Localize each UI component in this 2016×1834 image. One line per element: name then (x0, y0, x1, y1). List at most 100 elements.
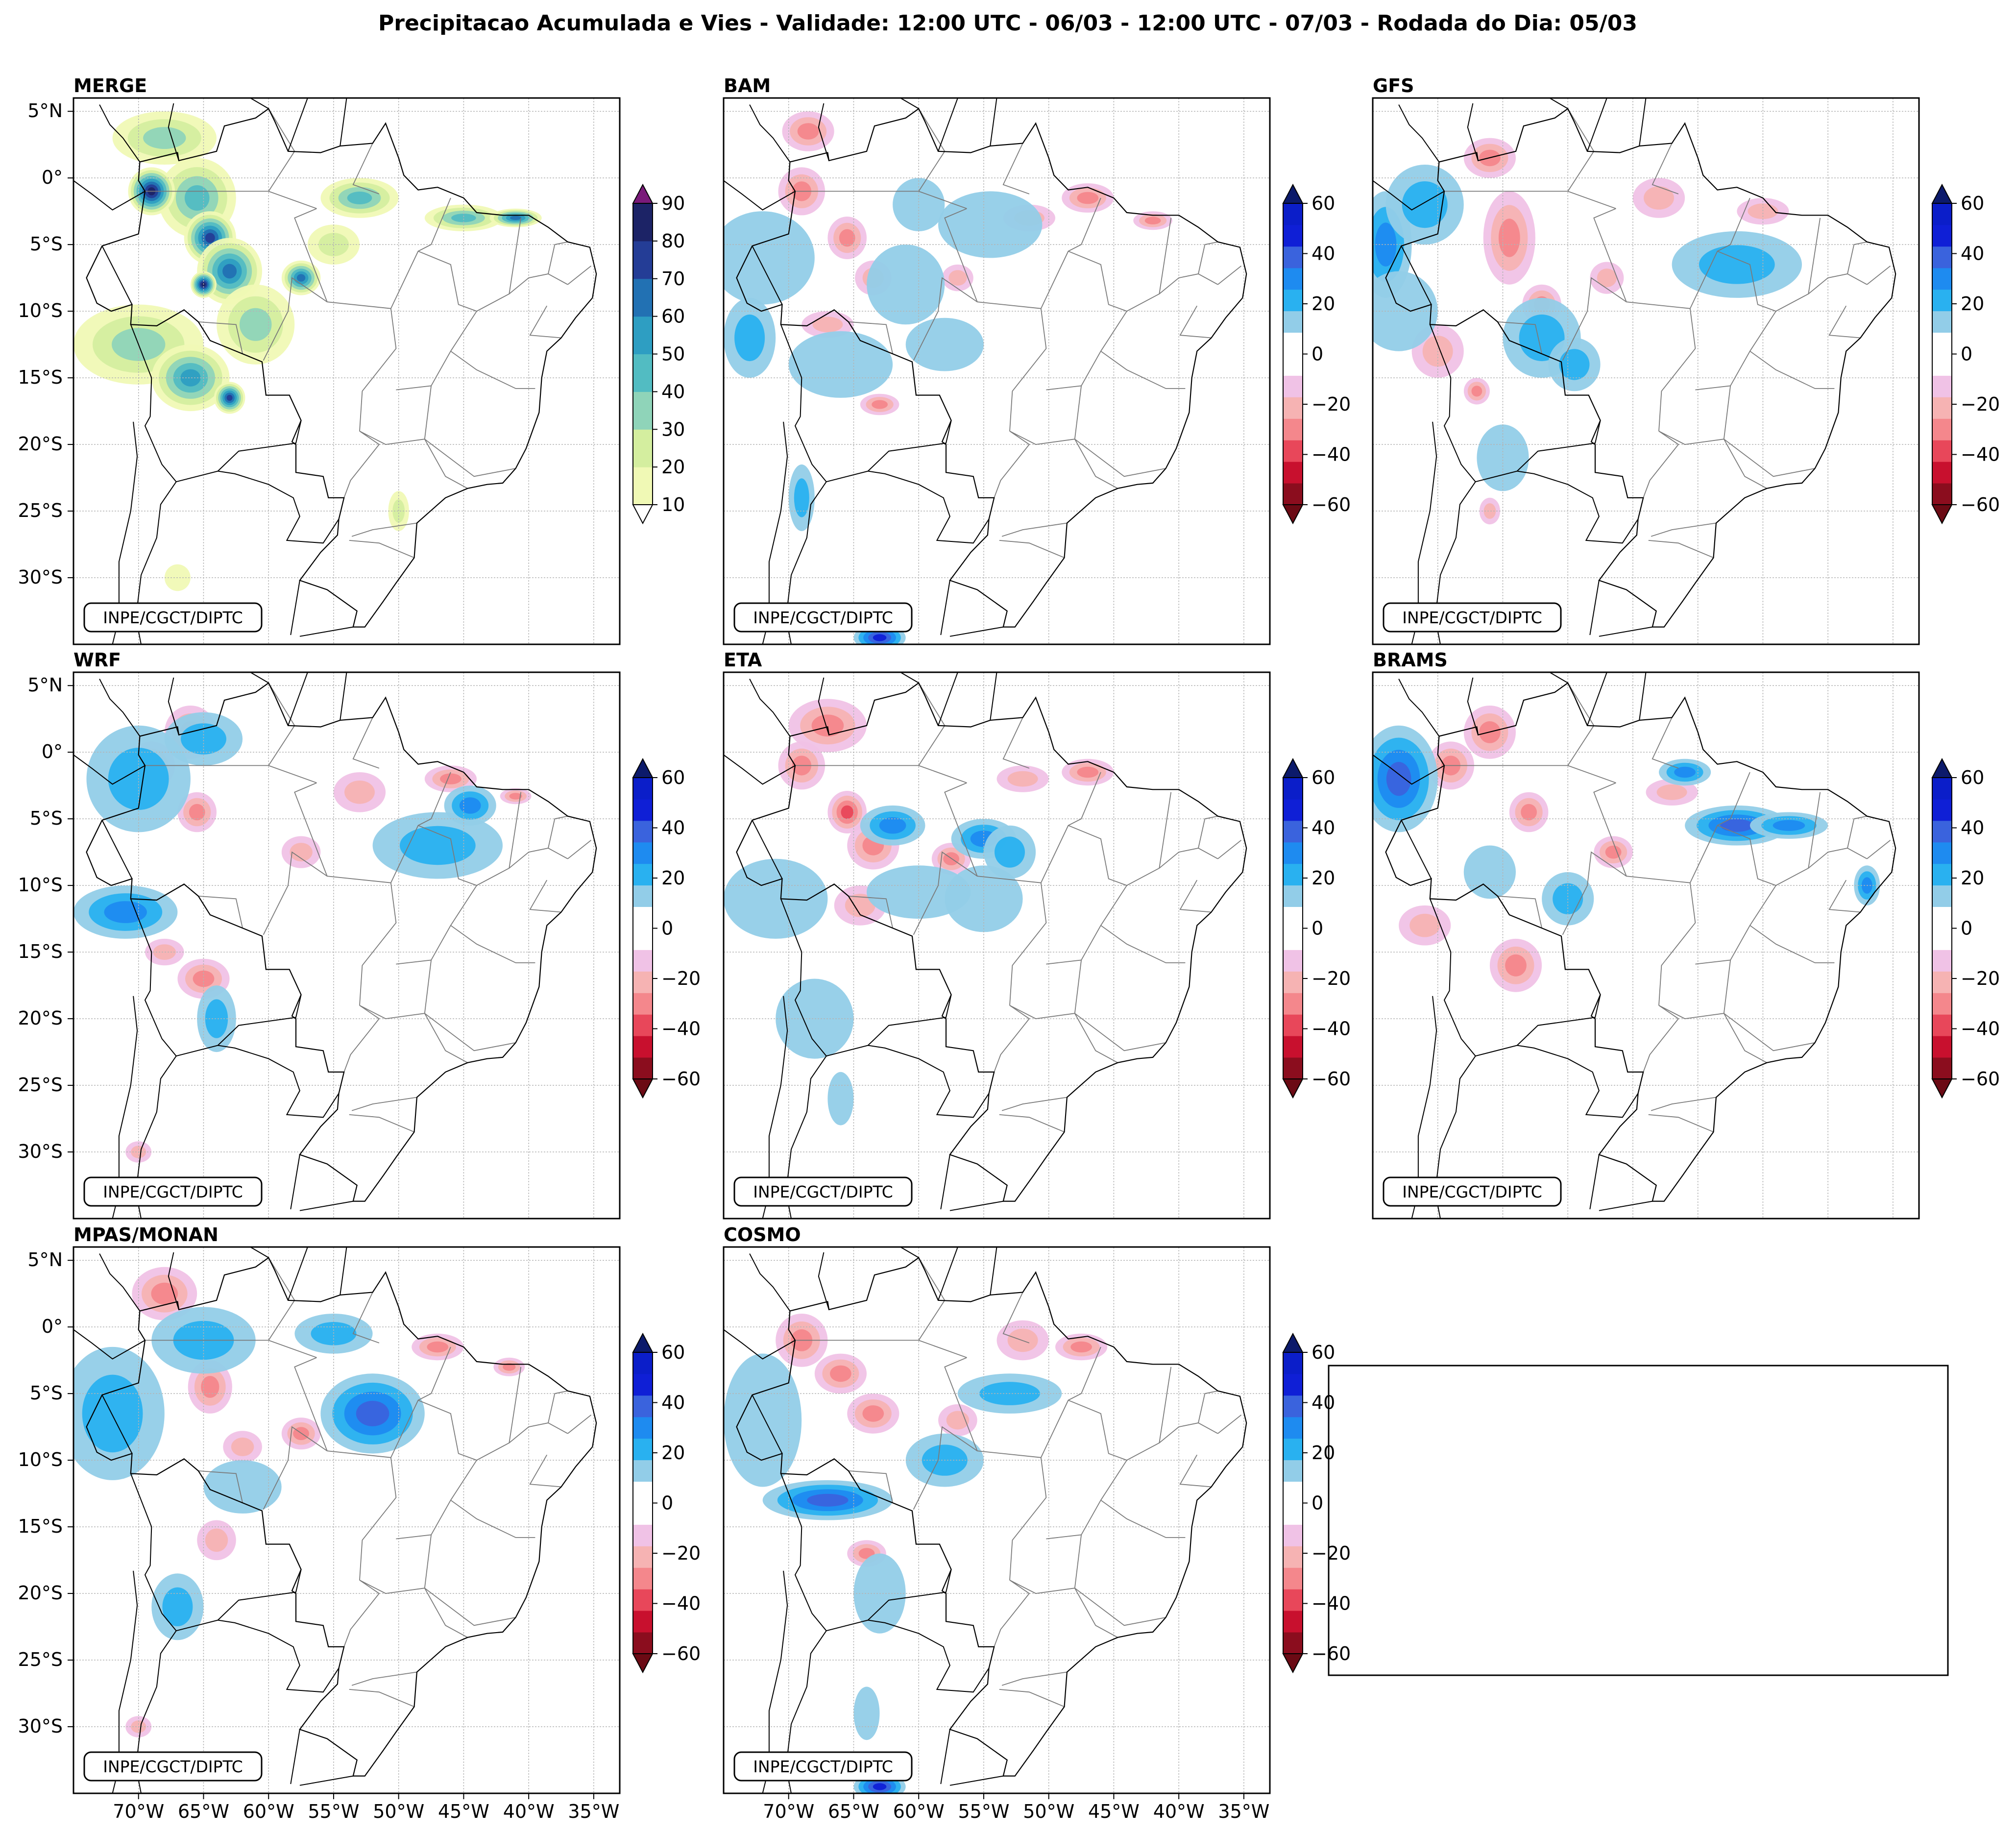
state-boundary (263, 277, 391, 361)
colorbar-segment (633, 1373, 653, 1396)
bias-field-11-level-0 (203, 1460, 282, 1514)
lat-label: 5°S (30, 807, 63, 829)
state-boundary (1562, 277, 1690, 361)
bias-field-8-level-2 (879, 817, 906, 834)
lat-label: 30°S (18, 1715, 63, 1737)
colorbar-extend-high (632, 1332, 654, 1353)
colorbar-segment (633, 799, 653, 821)
state-boundary (198, 1470, 243, 1503)
credit-text: INPE/CGCT/DIPTC (753, 1757, 893, 1776)
credit-text: INPE/CGCT/DIPTC (103, 1757, 243, 1776)
state-boundary (1009, 1535, 1082, 1594)
state-boundary (1009, 308, 1047, 431)
state-boundary (1724, 1013, 1815, 1051)
country-border (780, 324, 827, 482)
precip-field-11-level-6 (226, 394, 233, 401)
country-border (101, 1394, 133, 1454)
colorbar-segment (1932, 799, 1952, 821)
colorbar-segment (1932, 885, 1952, 907)
lon-label: 50°W (1023, 1801, 1074, 1822)
bias-field-12-level-1 (995, 836, 1025, 868)
map-frame (723, 1246, 1271, 1794)
colorbar-segment (1283, 483, 1303, 505)
colorbar-extend-high (632, 758, 654, 778)
colorbar-segment (1283, 1352, 1303, 1374)
credit-text: INPE/CGCT/DIPTC (753, 608, 893, 627)
colorbar-segment (1283, 440, 1303, 462)
colorbar-extend-high (1931, 758, 1953, 778)
map-frame (73, 671, 621, 1220)
state-boundary (1179, 880, 1212, 913)
map-panel-merge: MERGE INPE/CGCT/DIPTC 5°N 0° 5°S 10°S 15°S 20°S… (18, 75, 685, 645)
lat-label: 20°S (18, 1007, 63, 1029)
colorbar-segment (633, 467, 653, 505)
bias-field-6-level-2 (1144, 217, 1161, 225)
country-border (868, 994, 952, 1046)
bias-field-7-level-2 (1471, 386, 1482, 397)
precip-field-5-level-5 (296, 274, 306, 282)
state-boundary (1867, 839, 1891, 859)
credit-frame (83, 1176, 263, 1207)
country-border (1373, 180, 1445, 211)
country-border (1639, 98, 1647, 147)
bias-field-18-level-4 (873, 634, 887, 641)
state-boundary (294, 782, 328, 877)
colorbar-tick-label: 50 (661, 343, 685, 365)
colorbar-tick-label: 80 (661, 230, 685, 252)
state-boundary (1159, 273, 1218, 294)
state-boundary (1652, 717, 1679, 769)
lon-label: 35°W (568, 1801, 619, 1822)
colorbar-segment (1283, 799, 1303, 821)
bias-field-6-level-1 (1409, 913, 1440, 937)
country-border (340, 98, 347, 147)
brazil-outline (86, 682, 597, 1202)
figure-title: Precipitacao Acumulada e Vies - Validade… (378, 11, 1637, 36)
country-border (900, 1247, 919, 1258)
lat-label: 25°S (18, 1649, 63, 1670)
bias-field-5-level-1 (1748, 203, 1778, 220)
state-boundary (1198, 241, 1218, 274)
colorbar-segment (1283, 1481, 1303, 1503)
colorbar-segment (633, 842, 653, 864)
state-boundary (450, 925, 535, 963)
colorbar-tick-label: 40 (1961, 817, 1984, 839)
map-frame (1372, 97, 1920, 645)
colorbar-segment (1932, 971, 1952, 993)
map-area-cosmo (724, 1247, 1270, 1793)
precip-field-6-level-3 (347, 192, 372, 204)
bias-field-0-level-2 (201, 1376, 219, 1398)
brazil-outline (736, 1257, 1247, 1777)
lat-label: 5°N (27, 674, 63, 696)
country-border (73, 180, 146, 211)
country-border (101, 820, 133, 879)
country-border (826, 1045, 990, 1118)
country-border (1589, 1154, 1600, 1210)
colorbar-segment (1283, 1014, 1303, 1036)
credit-frame (1383, 1176, 1562, 1207)
state-boundary (1497, 321, 1542, 354)
country-border (940, 580, 950, 636)
country-border (749, 1253, 791, 1312)
colorbar-segment (633, 241, 653, 279)
bias-field-6-level-1 (205, 1528, 228, 1552)
colorbar-tick-label: −20 (1312, 968, 1351, 989)
colorbar-tick-label: −40 (661, 1018, 701, 1040)
state-boundary (359, 1535, 432, 1594)
country-border (250, 672, 269, 684)
panel-title: BAM (724, 75, 771, 97)
colorbar-tick-label: 40 (661, 1392, 685, 1414)
state-boundary (352, 143, 380, 195)
colorbar-tick-label: 0 (661, 918, 673, 939)
bias-field-2-level-3 (841, 805, 853, 819)
colorbar-segment (633, 950, 653, 972)
map-panel-bam: BAM INPE/CGCT/DIPTC −60 −40 −20 0 20 40 60 (723, 75, 1351, 645)
colorbar-precip: 10 20 30 40 50 60 70 80 90 (632, 183, 685, 525)
bias-field-10-level-1 (82, 1374, 143, 1453)
colorbar-tick-label: 0 (661, 1492, 673, 1514)
colorbar-tick-label: 0 (1961, 343, 1972, 365)
country-border (101, 245, 133, 305)
map-area-wrf (73, 672, 620, 1219)
state-boundary (1074, 1013, 1118, 1063)
colorbar-tick-label: 20 (1961, 293, 1984, 315)
colorbar-bias: −60 −40 −20 0 20 40 60 (1282, 758, 1351, 1099)
